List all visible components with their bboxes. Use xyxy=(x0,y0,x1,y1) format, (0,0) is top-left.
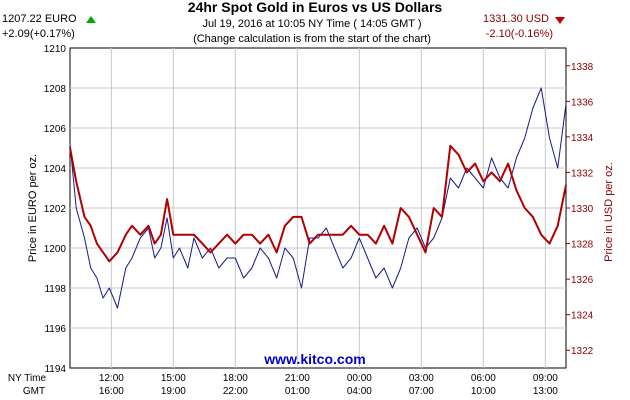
x-tick-label-ny: 09:00 xyxy=(533,373,558,384)
x-tick-label-gmt: 16:00 xyxy=(99,386,124,397)
right-axis-label: Price in USD per oz. xyxy=(603,162,615,262)
left-tick-label: 1202 xyxy=(44,204,67,215)
right-tick-label: 1324 xyxy=(571,311,594,322)
chart-note: (Change calculation is from the start of… xyxy=(193,33,431,45)
left-tick-label-min: 1194 xyxy=(44,364,66,375)
left-tick-label: 1204 xyxy=(44,164,67,175)
right-tick-label: 1328 xyxy=(571,240,594,251)
x-tick-label-gmt: 07:00 xyxy=(409,386,434,397)
x-tick-label-gmt: 22:00 xyxy=(223,386,248,397)
watermark: www.kitco.com xyxy=(263,351,365,367)
right-tick-label: 1322 xyxy=(571,346,594,357)
right-price-value: 1331.30 USD xyxy=(483,13,549,25)
left-tick-label: 1206 xyxy=(44,124,67,135)
left-tick-label: 1200 xyxy=(44,244,67,255)
chart-subtitle: Jul 19, 2016 at 10:05 NY Time ( 14:05 GM… xyxy=(202,18,421,30)
left-axis-ticks: 1196 1198 1200 1202 1204 1206 1208 1210 1194 xyxy=(44,44,67,375)
down-arrow-icon xyxy=(555,17,565,24)
x-tick-label-gmt: 01:00 xyxy=(285,386,310,397)
x-tick-label-ny: 21:00 xyxy=(285,373,310,384)
right-tick-label: 1332 xyxy=(571,168,594,179)
right-tick-label: 1336 xyxy=(571,97,594,108)
right-price-change: -2.10(-0.16%) xyxy=(486,28,553,40)
x-tick-label-ny: 18:00 xyxy=(223,373,248,384)
left-tick-label: 1208 xyxy=(44,84,67,95)
right-axis-ticks: 1322 1324 1326 1328 1330 1332 1334 1336 1338 xyxy=(566,62,594,357)
left-tick-label: 1198 xyxy=(44,284,66,295)
euro-series-line xyxy=(69,87,567,309)
x-tick-label-ny: 06:00 xyxy=(471,373,496,384)
x-tick-label-gmt: 19:00 xyxy=(161,386,186,397)
x-row-label-ny: NY Time xyxy=(8,373,47,384)
x-tick-label-gmt: 13:00 xyxy=(533,386,558,397)
right-tick-label: 1338 xyxy=(571,62,594,73)
x-tick-label-ny: 12:00 xyxy=(99,373,124,384)
x-tick-label-gmt: 10:00 xyxy=(471,386,496,397)
right-tick-label: 1326 xyxy=(571,275,594,286)
chart-title: 24hr Spot Gold in Euros vs US Dollars xyxy=(188,0,443,15)
usd-series-line xyxy=(69,144,567,263)
x-tick-label-gmt: 04:00 xyxy=(347,386,372,397)
right-tick-label: 1334 xyxy=(571,133,594,144)
left-price-change: +2.09(+0.17%) xyxy=(2,28,75,40)
grid-lines xyxy=(70,48,566,368)
left-tick-label: 1210 xyxy=(44,44,67,55)
x-tick-label-ny: 00:00 xyxy=(347,373,372,384)
up-arrow-icon xyxy=(86,16,96,23)
x-tick-label-ny: 03:00 xyxy=(409,373,434,384)
right-tick-label: 1330 xyxy=(571,204,594,215)
left-price-value: 1207.22 EURO xyxy=(2,13,77,25)
x-tick-label-ny: 15:00 xyxy=(161,373,186,384)
x-row-label-gmt: GMT xyxy=(23,386,45,397)
left-tick-label: 1196 xyxy=(44,324,66,335)
left-axis-label: Price in EURO per oz. xyxy=(27,154,39,262)
series-lines xyxy=(69,87,567,309)
x-axis-ticks: 12:00 16:00 15:00 19:00 18:00 22:00 21:00 01:00… xyxy=(99,373,558,397)
